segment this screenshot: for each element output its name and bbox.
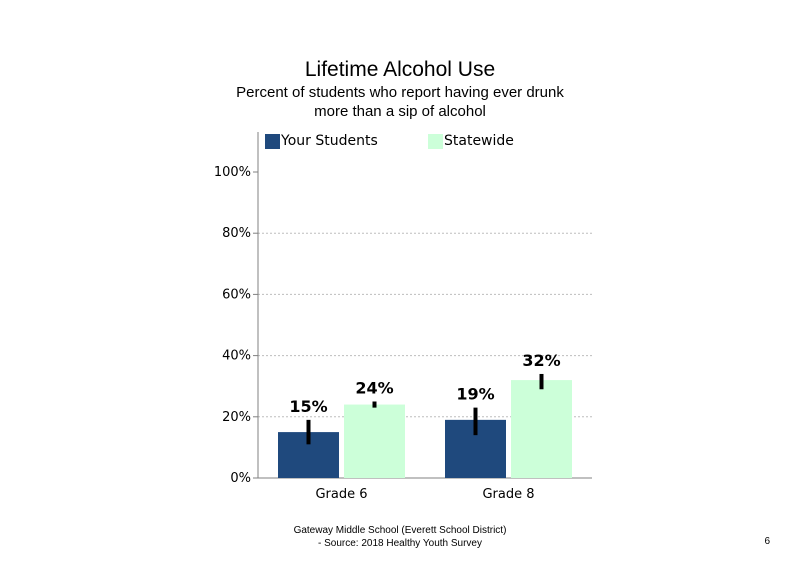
footer-line-1: Gateway Middle School (Everett School Di…: [293, 525, 507, 536]
y-tick-label: 0%: [230, 471, 251, 486]
y-tick-label: 40%: [222, 349, 251, 364]
y-tick-label: 80%: [222, 226, 251, 241]
y-tick-label: 60%: [222, 287, 251, 302]
data-label: 24%: [355, 379, 393, 398]
subtitle-line-2: more than a sip of alcohol: [314, 103, 486, 120]
bar: [344, 404, 405, 478]
subtitle-line-1: Percent of students who report having ev…: [236, 84, 564, 101]
data-label: 15%: [289, 397, 327, 416]
data-label: 19%: [456, 385, 494, 404]
legend-swatch-statewide: [428, 134, 443, 149]
footer-line-2: - Source: 2018 Healthy Youth Survey: [318, 538, 482, 549]
x-tick-label: Grade 8: [482, 487, 534, 502]
y-tick-label: 100%: [214, 165, 251, 180]
legend-label-your-students: Your Students: [281, 133, 378, 149]
bar: [511, 380, 572, 478]
legend-label-statewide: Statewide: [444, 133, 514, 149]
chart-subtitle: Percent of students who report having ev…: [0, 83, 800, 121]
y-tick-label: 20%: [222, 410, 251, 425]
page-number: 6: [764, 536, 770, 547]
data-label: 32%: [522, 351, 560, 370]
legend-swatch-your-students: [265, 134, 280, 149]
footer-source: Gateway Middle School (Everett School Di…: [0, 524, 800, 550]
chart-title: Lifetime Alcohol Use: [304, 58, 496, 81]
x-tick-label: Grade 6: [315, 487, 367, 502]
